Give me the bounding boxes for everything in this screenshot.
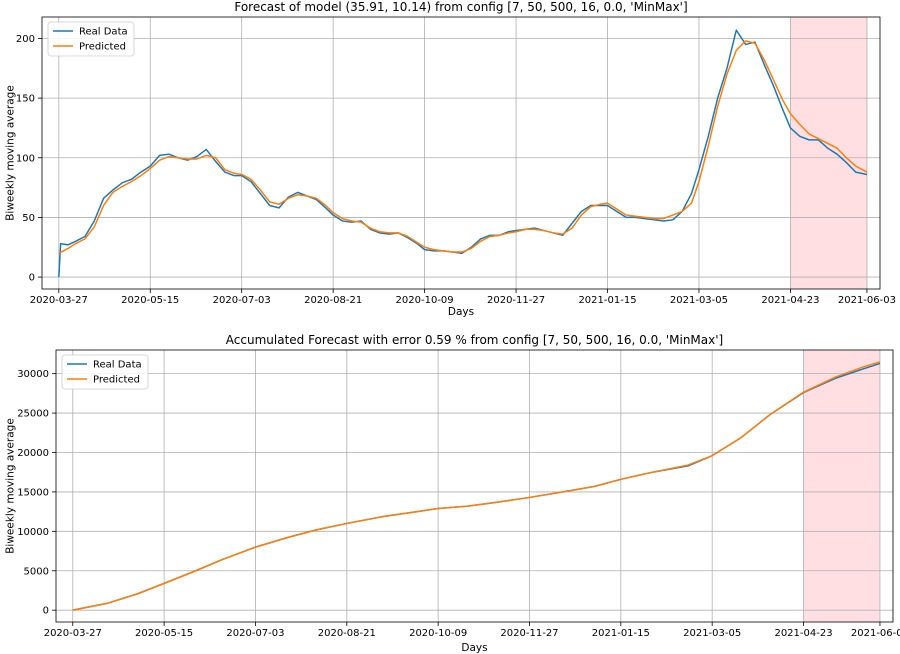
x-tick-label: 2020-07-03 bbox=[226, 628, 284, 639]
y-tick-label: 10000 bbox=[17, 527, 49, 538]
y-tick-label: 0 bbox=[29, 273, 35, 284]
x-tick-label: 2021-06-03 bbox=[838, 295, 896, 306]
x-tick-label: 2020-10-09 bbox=[396, 295, 454, 306]
chart-title: Accumulated Forecast with error 0.59 % f… bbox=[226, 333, 723, 347]
y-tick-label: 5000 bbox=[24, 566, 49, 577]
chart-1: 2020-03-27 2020-05-15 2020-07-03 2020-08-21… bbox=[5, 0, 896, 318]
y-axis-label: Biweekly moving average bbox=[5, 418, 17, 554]
series-line-real-data bbox=[72, 362, 881, 611]
legend-label: Real Data bbox=[93, 360, 142, 371]
y-axis-label: Biweekly moving average bbox=[5, 85, 17, 221]
x-tick-label: 2021-04-23 bbox=[774, 628, 832, 639]
y-tick-label: 100 bbox=[16, 153, 35, 164]
axes-frame bbox=[55, 349, 894, 623]
x-tick-label: 2020-03-27 bbox=[44, 628, 102, 639]
x-tick-label: 2021-06-03 bbox=[851, 628, 900, 639]
x-axis-label: Days bbox=[461, 642, 487, 654]
y-tick-label: 50 bbox=[22, 213, 35, 224]
chart-title: Forecast of model (35.91, 10.14) from co… bbox=[234, 0, 687, 14]
y-tick-label: 150 bbox=[16, 94, 35, 105]
y-tick-label: 25000 bbox=[17, 409, 49, 420]
x-tick-label: 2020-08-21 bbox=[304, 295, 362, 306]
x-tick-label: 2020-05-15 bbox=[135, 628, 193, 639]
forecast-window-shade bbox=[790, 17, 867, 289]
legend-label: Predicted bbox=[93, 375, 140, 386]
x-tick-label: 2021-01-15 bbox=[578, 295, 636, 306]
legend-label: Real Data bbox=[79, 27, 128, 38]
x-tick-label: 2020-03-27 bbox=[30, 295, 88, 306]
x-tick-label: 2021-01-15 bbox=[592, 628, 650, 639]
axes-frame bbox=[41, 16, 881, 290]
legend: Real Data Predicted bbox=[47, 21, 135, 57]
x-axis-label: Days bbox=[448, 306, 474, 318]
forecast-window-shade bbox=[803, 350, 880, 622]
series-line-predicted bbox=[58, 40, 868, 254]
y-tick-label: 200 bbox=[16, 34, 35, 45]
y-tick-label: 30000 bbox=[17, 369, 49, 380]
x-tick-label: 2021-03-05 bbox=[670, 295, 728, 306]
x-tick-label: 2020-11-27 bbox=[500, 628, 558, 639]
chart-2: 2020-03-27 2020-05-15 2020-07-03 2020-08-21… bbox=[5, 333, 900, 654]
x-tick-label: 2020-10-09 bbox=[409, 628, 467, 639]
legend: Real Data Predicted bbox=[61, 354, 149, 390]
x-tick-label: 2021-04-23 bbox=[761, 295, 819, 306]
legend-label: Predicted bbox=[79, 42, 126, 53]
x-tick-label: 2020-11-27 bbox=[487, 295, 545, 306]
series-line-predicted bbox=[72, 361, 881, 611]
y-tick-label: 15000 bbox=[17, 487, 49, 498]
x-tick-label: 2020-08-21 bbox=[318, 628, 376, 639]
x-tick-label: 2020-07-03 bbox=[213, 295, 271, 306]
x-tick-label: 2021-03-05 bbox=[683, 628, 741, 639]
y-tick-label: 20000 bbox=[17, 448, 49, 459]
x-tick-label: 2020-05-15 bbox=[121, 295, 179, 306]
series-line-real-data bbox=[58, 29, 868, 278]
y-tick-label: 0 bbox=[43, 606, 49, 617]
